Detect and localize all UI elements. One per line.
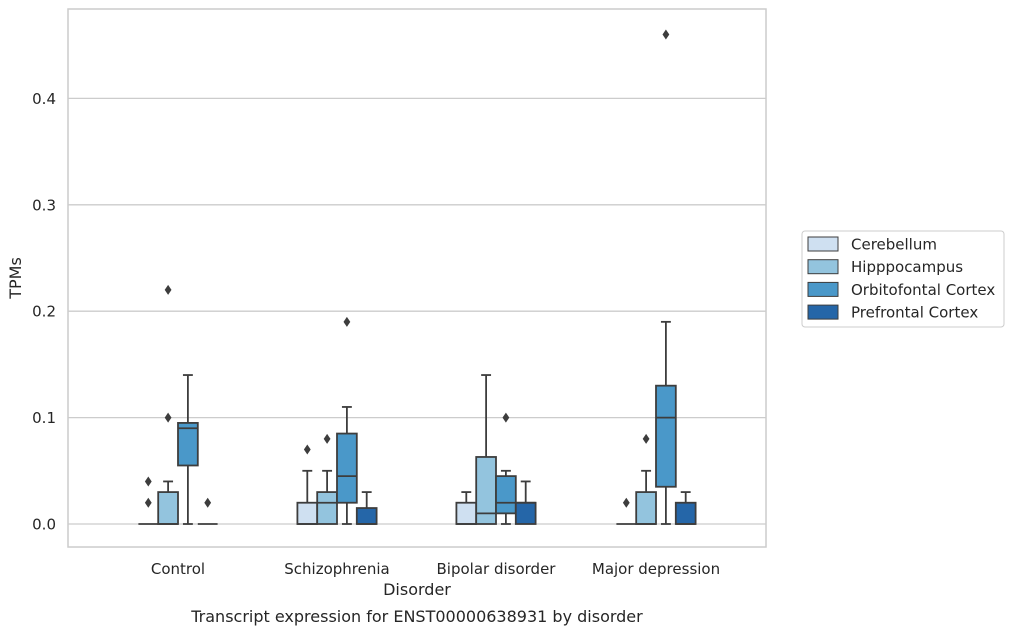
- box-body: [355, 507, 378, 525]
- legend-frame: [801, 230, 1005, 328]
- box-1-3: [355, 491, 378, 525]
- x-tick-label: Control: [151, 560, 205, 578]
- box-2-3: [514, 480, 537, 525]
- box-body: [157, 491, 179, 525]
- box-3-1: [635, 433, 657, 525]
- box-1-2: [336, 316, 358, 525]
- legend-label: Prefrontal Cortex: [851, 304, 978, 322]
- y-tick-label: 0.3: [32, 196, 56, 214]
- legend-label: Cerebellum: [851, 236, 937, 254]
- box-3-2: [655, 29, 677, 525]
- outlier-point: [343, 316, 351, 327]
- box-0-0: [138, 476, 159, 525]
- box-0-2: [177, 374, 199, 525]
- legend-swatch: [807, 259, 839, 275]
- x-tick-label: Schizophrenia: [284, 560, 389, 578]
- y-tick-label: 0.2: [32, 303, 56, 321]
- box-1-0: [296, 444, 319, 525]
- outlier-point: [622, 497, 630, 508]
- box-body: [455, 501, 478, 525]
- legend: Cerebellum Hipppocampus Orbitofontal Corte…: [801, 230, 1005, 328]
- y-axis-label: TPMs: [6, 257, 25, 300]
- x-axis-label: Disorder: [383, 580, 451, 599]
- box-body: [674, 501, 697, 525]
- legend-swatch: [807, 304, 839, 320]
- outlier-point: [204, 497, 212, 508]
- box-2-2: [495, 412, 517, 525]
- box-body: [635, 491, 657, 525]
- box-2-0: [455, 491, 478, 525]
- plot-frame: [67, 8, 767, 548]
- y-tick-label: 0.4: [32, 90, 56, 108]
- box-groups: [138, 29, 697, 525]
- legend-swatch: [807, 236, 839, 252]
- box-body: [177, 422, 199, 467]
- x-tick-label: Major depression: [592, 560, 720, 578]
- box-1-1: [316, 433, 338, 525]
- box-body: [655, 384, 677, 488]
- legend-label: Orbitofontal Cortex: [851, 281, 995, 299]
- legend-label: Hipppocampus: [851, 258, 963, 276]
- box-0-1: [157, 284, 179, 525]
- outlier-point: [662, 29, 670, 40]
- outlier-point: [164, 412, 172, 423]
- outlier-point: [642, 433, 650, 444]
- outlier-point: [144, 497, 152, 508]
- y-tick-label: 0.0: [32, 516, 56, 534]
- outlier-point: [144, 476, 152, 487]
- box-body: [336, 432, 358, 504]
- x-tick-label: Bipolar disorder: [437, 560, 557, 578]
- outlier-point: [303, 444, 311, 455]
- y-axis: 0.0 0.1 0.2 0.3 0.4: [32, 90, 56, 534]
- box-2-1: [475, 374, 497, 525]
- outlier-point: [323, 433, 331, 444]
- y-tick-label: 0.1: [32, 409, 56, 427]
- box-body: [495, 475, 517, 515]
- outlier-point: [164, 284, 172, 295]
- box-3-0: [616, 497, 637, 525]
- box-0-3: [197, 497, 218, 525]
- outlier-point: [502, 412, 510, 423]
- box-3-3: [674, 491, 697, 525]
- box-body: [514, 501, 537, 525]
- x-axis: Control Schizophrenia Bipolar disorder Majo…: [151, 560, 720, 578]
- box-body: [316, 491, 338, 525]
- box-body: [296, 501, 319, 525]
- legend-swatch: [807, 281, 839, 297]
- chart-caption: Transcript expression for ENST0000063893…: [190, 607, 643, 626]
